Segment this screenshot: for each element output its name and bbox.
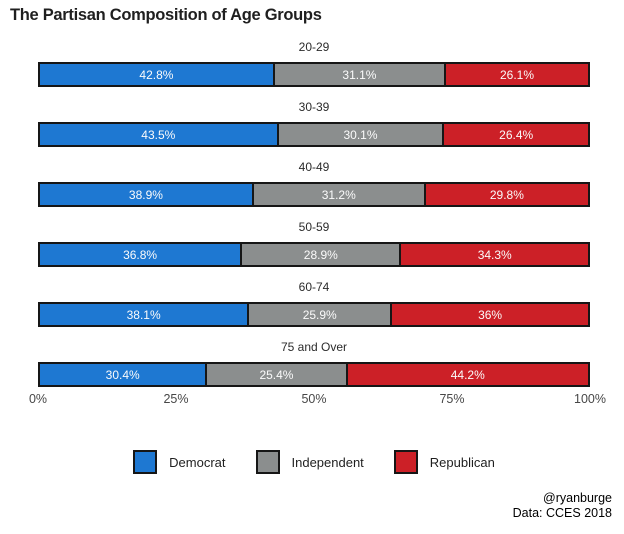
author-handle: @ryanburge (543, 491, 612, 505)
stacked-bar: 42.8% 31.1% 26.1% (38, 62, 590, 87)
legend-swatch-independent (255, 450, 280, 474)
age-group-label: 30-39 (298, 100, 330, 114)
x-axis-tick: 100% (574, 392, 606, 406)
bar-segment-independent: 31.2% (253, 182, 426, 207)
x-axis-tick: 50% (301, 392, 327, 406)
bar-group: 60-74 38.1% 25.9% 36% (38, 276, 590, 336)
stacked-bar: 38.1% 25.9% 36% (38, 302, 590, 327)
legend-label: Independent (291, 454, 364, 470)
age-group-label: 50-59 (298, 220, 330, 234)
bar-segment-republican: 44.2% (347, 362, 590, 387)
x-axis: 0% 25% 50% 75% 100% (29, 390, 606, 406)
bar-segment-independent: 28.9% (242, 242, 402, 267)
bar-segment-republican: 26.4% (444, 122, 590, 147)
legend-item-democrat: Democrat (133, 450, 226, 474)
legend-label: Republican (429, 454, 495, 470)
legend-label: Democrat (169, 454, 226, 470)
stacked-bar: 38.9% 31.2% 29.8% (38, 182, 590, 207)
bar-group: 20-29 42.8% 31.1% 26.1% (38, 36, 590, 96)
stacked-bar: 36.8% 28.9% 34.3% (38, 242, 590, 267)
bar-group: 50-59 36.8% 28.9% 34.3% (38, 216, 590, 276)
bar-segment-democrat: 42.8% (38, 62, 275, 87)
age-group-label: 60-74 (298, 280, 330, 294)
bar-group: 75 and Over 30.4% 25.4% 44.2% (38, 336, 590, 396)
bar-segment-democrat: 30.4% (38, 362, 208, 387)
legend-swatch-republican (393, 450, 418, 474)
stacked-bar: 30.4% 25.4% 44.2% (38, 362, 590, 387)
bar-segment-independent: 30.1% (278, 122, 445, 147)
stacked-bar: 43.5% 30.1% 26.4% (38, 122, 590, 147)
legend: Democrat Independent Republican (38, 450, 590, 474)
bar-segment-democrat: 38.9% (38, 182, 254, 207)
bar-segment-republican: 36% (392, 302, 590, 327)
attribution: @ryanburge Data: CCES 2018 (513, 491, 612, 521)
bar-segment-democrat: 36.8% (38, 242, 243, 267)
legend-swatch-democrat (133, 450, 158, 474)
bar-segment-republican: 26.1% (446, 62, 590, 87)
legend-item-independent: Independent (255, 450, 364, 474)
legend-item-republican: Republican (393, 450, 495, 474)
plot-area: 20-29 42.8% 31.1% 26.1% 30-39 43.5% 30.1% 26.4%… (29, 36, 606, 406)
chart-title: The Partisan Composition of Age Groups (10, 6, 322, 24)
age-group-label: 40-49 (298, 160, 330, 174)
age-group-label: 75 and Over (280, 340, 348, 354)
bar-group: 30-39 43.5% 30.1% 26.4% (38, 96, 590, 156)
bar-group: 40-49 38.9% 31.2% 29.8% (38, 156, 590, 216)
x-axis-tick: 75% (439, 392, 465, 406)
bar-segment-democrat: 38.1% (38, 302, 250, 327)
data-source: Data: CCES 2018 (512, 506, 612, 520)
bar-segment-independent: 25.9% (249, 302, 393, 327)
bar-segment-independent: 31.1% (274, 62, 447, 87)
bar-segment-independent: 25.4% (207, 362, 348, 387)
x-axis-tick: 0% (28, 392, 48, 406)
age-group-label: 20-29 (298, 40, 330, 54)
x-axis-tick: 25% (163, 392, 189, 406)
bar-segment-republican: 29.8% (425, 182, 590, 207)
bar-segment-democrat: 43.5% (38, 122, 279, 147)
bar-segment-republican: 34.3% (401, 242, 590, 267)
